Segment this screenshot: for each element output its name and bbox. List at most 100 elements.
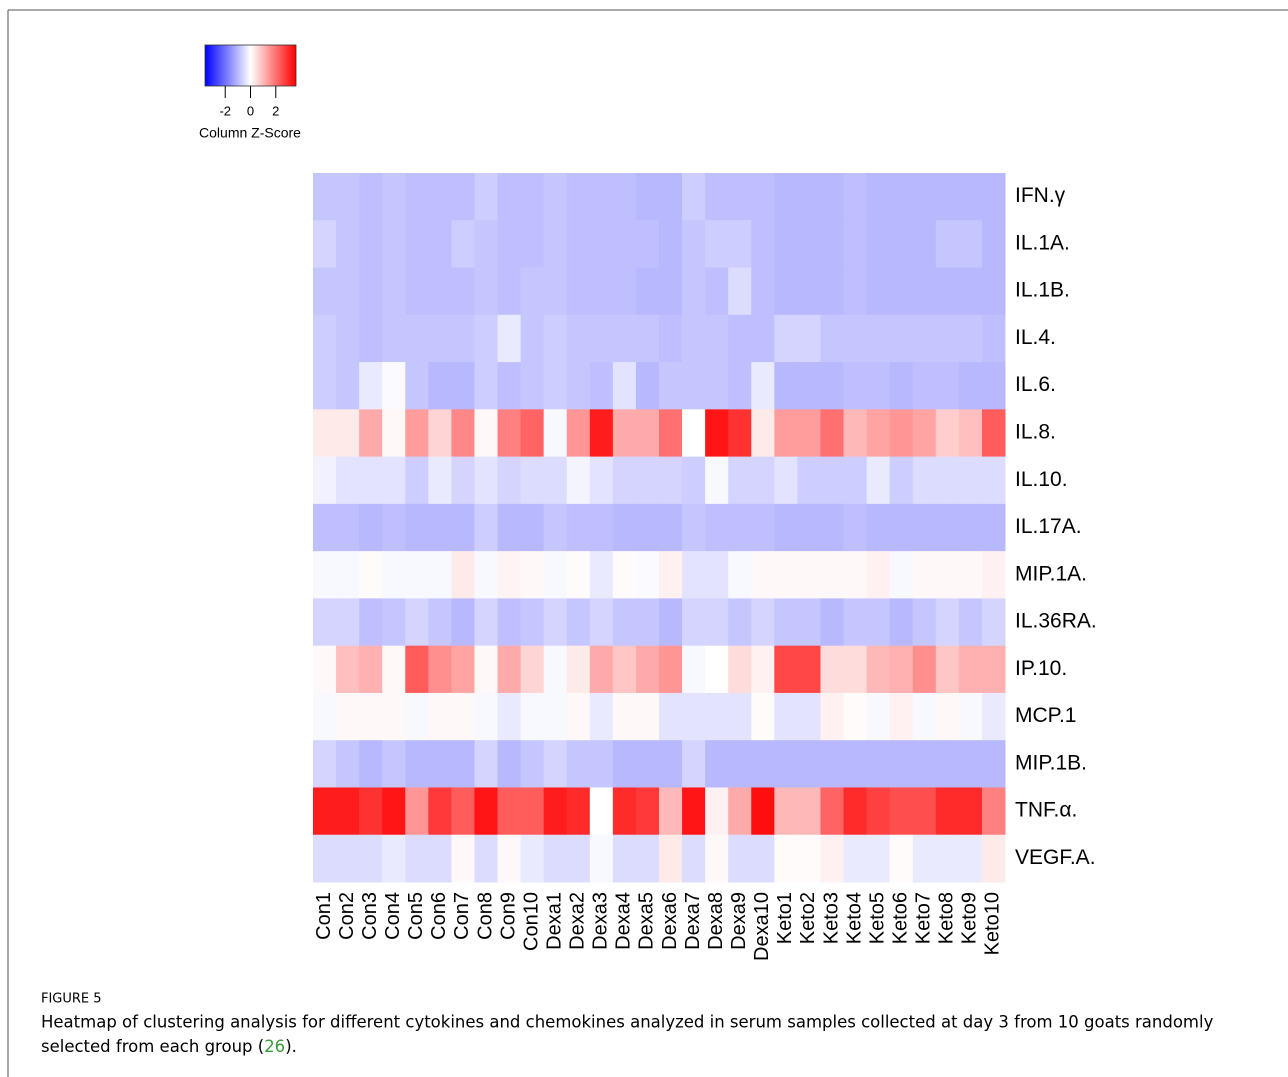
heatmap-cell xyxy=(635,362,660,410)
column-label: Keto5 xyxy=(866,892,888,944)
heatmap-cell xyxy=(705,503,729,552)
heatmap-cell xyxy=(589,692,614,741)
heatmap-cell xyxy=(405,220,429,269)
heatmap-cell xyxy=(797,173,821,221)
heatmap-cell xyxy=(566,740,591,788)
heatmap-cell xyxy=(520,267,545,316)
heatmap-cell xyxy=(820,409,845,458)
heatmap-cell xyxy=(889,551,914,599)
heatmap-cell xyxy=(774,834,798,883)
heatmap-cell xyxy=(428,456,452,505)
heatmap-cell xyxy=(912,267,937,316)
heatmap-cell xyxy=(313,598,337,647)
heatmap-cell xyxy=(866,551,891,599)
heatmap-cell xyxy=(543,740,568,788)
heatmap-cell xyxy=(659,267,683,316)
heatmap-cell xyxy=(313,220,337,269)
heatmap-cell xyxy=(543,692,568,741)
heatmap-cell xyxy=(635,787,660,836)
heatmap-cell xyxy=(797,551,821,599)
heatmap-cell xyxy=(774,787,798,836)
heatmap-cell xyxy=(405,598,429,647)
heatmap-cell xyxy=(728,645,752,694)
heatmap-cell xyxy=(428,503,452,552)
heatmap-cell xyxy=(589,787,614,836)
heatmap-cell xyxy=(912,692,937,741)
heatmap-cell xyxy=(520,409,545,458)
heatmap-cell xyxy=(981,456,1006,505)
heatmap-cell xyxy=(405,314,429,363)
heatmap-cell xyxy=(774,173,798,221)
heatmap-cell xyxy=(797,598,821,647)
heatmap-cell xyxy=(451,173,475,221)
heatmap-cell xyxy=(359,267,383,316)
heatmap-cell xyxy=(935,173,960,221)
heatmap-cell xyxy=(635,267,660,316)
heatmap-cell xyxy=(359,692,383,741)
caption-ref[interactable]: 26 xyxy=(264,1037,285,1056)
column-label: Dexa7 xyxy=(682,892,704,950)
heatmap-cell xyxy=(751,551,775,599)
heatmap-cell xyxy=(935,740,960,788)
heatmap-cell xyxy=(889,740,914,788)
heatmap-cell xyxy=(497,787,522,836)
heatmap-cell xyxy=(682,267,706,316)
heatmap-cell xyxy=(635,409,660,458)
heatmap-cell xyxy=(543,220,568,269)
heatmap-cell xyxy=(935,551,960,599)
heatmap-cell xyxy=(774,456,798,505)
heatmap-cell xyxy=(612,173,637,221)
heatmap-cell xyxy=(774,314,798,363)
heatmap-cell xyxy=(889,456,914,505)
heatmap-cell xyxy=(866,267,891,316)
heatmap-cell xyxy=(566,692,591,741)
heatmap-cell xyxy=(728,456,752,505)
heatmap-cell xyxy=(635,834,660,883)
heatmap-cell xyxy=(843,456,868,505)
heatmap-cell xyxy=(566,598,591,647)
heatmap-cell xyxy=(958,220,983,269)
heatmap-cell xyxy=(981,362,1006,410)
heatmap-cell xyxy=(612,740,637,788)
row-label: IL.36RA. xyxy=(1015,610,1097,633)
heatmap-cell xyxy=(797,409,821,458)
heatmap-cell xyxy=(428,787,452,836)
heatmap-cell xyxy=(359,409,383,458)
heatmap-cell xyxy=(382,551,406,599)
heatmap-cell xyxy=(589,362,614,410)
heatmap-cell xyxy=(682,834,706,883)
heatmap-cell xyxy=(382,740,406,788)
heatmap-cell xyxy=(797,362,821,410)
heatmap-cell xyxy=(866,362,891,410)
heatmap-cell xyxy=(474,645,499,694)
column-label: Con8 xyxy=(474,892,496,940)
heatmap-cell xyxy=(612,456,637,505)
heatmap-cell xyxy=(428,314,452,363)
heatmap-cell xyxy=(705,645,729,694)
heatmap-cell xyxy=(935,220,960,269)
heatmap-cell xyxy=(359,456,383,505)
heatmap-cell xyxy=(958,409,983,458)
heatmap-cell xyxy=(359,314,383,363)
heatmap-cell xyxy=(751,787,775,836)
heatmap-cell xyxy=(866,740,891,788)
heatmap-cell xyxy=(843,598,868,647)
heatmap-cell xyxy=(566,503,591,552)
heatmap-cell xyxy=(566,787,591,836)
heatmap-cell xyxy=(382,173,406,221)
heatmap-cell xyxy=(705,456,729,505)
heatmap-cell xyxy=(843,645,868,694)
heatmap-cell xyxy=(474,692,499,741)
heatmap-cell xyxy=(981,645,1006,694)
heatmap-cell xyxy=(935,503,960,552)
heatmap-cell xyxy=(635,220,660,269)
heatmap-cell xyxy=(612,645,637,694)
heatmap-cell xyxy=(728,173,752,221)
heatmap-cell xyxy=(843,692,868,741)
heatmap-cell xyxy=(912,551,937,599)
heatmap-cell xyxy=(474,834,499,883)
heatmap-cell xyxy=(336,551,360,599)
heatmap-cell xyxy=(382,362,406,410)
heatmap-cell xyxy=(313,267,337,316)
heatmap-cell xyxy=(728,692,752,741)
